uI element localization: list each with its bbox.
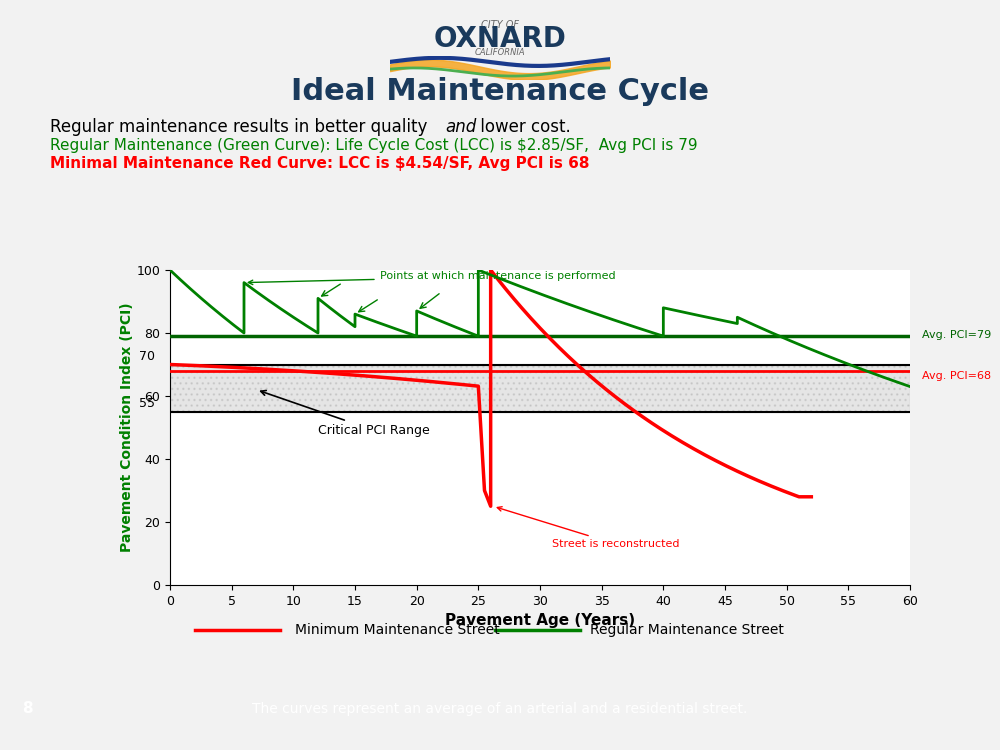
Text: lower cost.: lower cost. <box>475 118 571 136</box>
Text: OXNARD: OXNARD <box>434 25 566 53</box>
Text: The curves represent an average of an arterial and a residential street.: The curves represent an average of an ar… <box>252 702 748 715</box>
Text: Points at which maintenance is performed: Points at which maintenance is performed <box>248 272 615 284</box>
Text: 70: 70 <box>139 350 155 363</box>
Text: CITY OF: CITY OF <box>481 20 519 30</box>
Text: 8: 8 <box>22 701 33 716</box>
Text: Regular Maintenance (Green Curve): Life Cycle Cost (LCC) is $2.85/SF,  Avg PCI i: Regular Maintenance (Green Curve): Life … <box>50 138 698 153</box>
Text: CALIFORNIA: CALIFORNIA <box>475 48 525 57</box>
Text: Avg. PCI=68: Avg. PCI=68 <box>922 370 991 380</box>
Text: 55: 55 <box>139 398 155 410</box>
Text: Regular Maintenance Street: Regular Maintenance Street <box>590 623 784 637</box>
Text: Minimal Maintenance Red Curve: LCC is $4.54/SF, Avg PCI is 68: Minimal Maintenance Red Curve: LCC is $4… <box>50 156 590 171</box>
Y-axis label: Pavement Condition Index (PCI): Pavement Condition Index (PCI) <box>120 303 134 552</box>
Text: Avg. PCI=79: Avg. PCI=79 <box>922 329 992 340</box>
Text: Street is reconstructed: Street is reconstructed <box>497 507 680 549</box>
Text: Regular maintenance results in better quality: Regular maintenance results in better qu… <box>50 118 433 136</box>
Text: Minimum Maintenance Street: Minimum Maintenance Street <box>295 623 500 637</box>
Text: and: and <box>445 118 476 136</box>
X-axis label: Pavement Age (Years): Pavement Age (Years) <box>445 614 635 628</box>
Bar <box>170 364 910 412</box>
Text: Critical PCI Range: Critical PCI Range <box>261 391 430 436</box>
Text: Ideal Maintenance Cycle: Ideal Maintenance Cycle <box>291 77 709 106</box>
